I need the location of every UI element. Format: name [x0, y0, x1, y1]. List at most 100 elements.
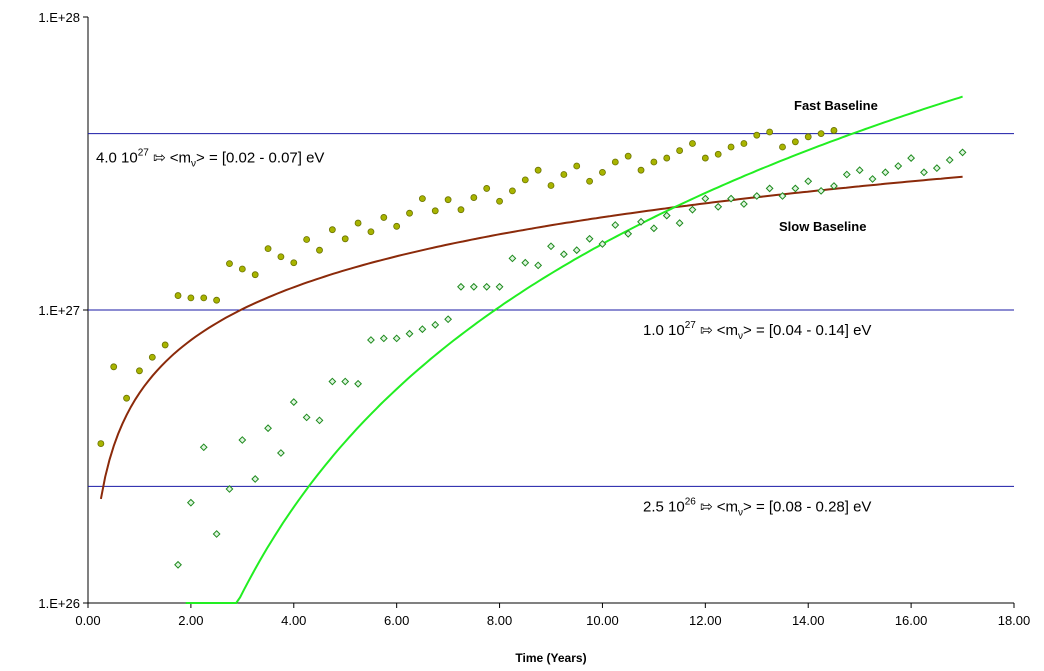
slow-baseline-point — [752, 192, 761, 200]
reference-lines: 4.0 1027 ⇰ <mν> = [0.02 - 0.07] eV 1.0 10… — [88, 133, 1014, 518]
slow-baseline-point — [264, 424, 272, 433]
fast-baseline-point — [701, 154, 709, 162]
slow-baseline-point — [354, 379, 362, 388]
fast-baseline-point — [354, 219, 362, 227]
fast-baseline-point — [547, 182, 555, 189]
x-tick-label: 2.00 — [178, 613, 203, 628]
slow-baseline-point — [740, 200, 748, 208]
slow-baseline-point — [444, 315, 453, 324]
fast-baseline-point — [148, 353, 156, 361]
reference-annotation: 4.0 1027 ⇰ <mν> = [0.02 - 0.07] eV — [96, 148, 324, 170]
data-points — [97, 127, 967, 569]
slow-baseline-point — [457, 282, 465, 291]
slow-baseline-point — [598, 240, 607, 248]
fast-baseline-point — [431, 207, 439, 215]
slow-baseline-point — [379, 334, 388, 343]
fast-baseline-point — [521, 176, 529, 184]
slow-baseline-point — [482, 282, 491, 291]
fast-baseline-point — [779, 143, 786, 151]
fast-baseline-point — [650, 158, 658, 166]
fast-baseline-point — [187, 294, 195, 302]
x-tick-label: 16.00 — [895, 613, 928, 628]
reference-annotation: 1.0 1027 ⇰ <mν> = [0.04 - 0.14] eV — [643, 320, 871, 342]
y-tick-label: 1.E+28 — [38, 10, 80, 25]
x-tick-label: 0.00 — [75, 613, 100, 628]
slow-baseline-point — [392, 334, 401, 343]
slow-baseline-point — [855, 166, 864, 175]
x-tick-label: 6.00 — [384, 613, 409, 628]
slow-baseline-point — [238, 436, 247, 444]
slow-baseline-point — [945, 156, 954, 164]
slow-baseline-point — [186, 498, 195, 507]
slow-baseline-point — [675, 219, 684, 227]
slow-baseline-point — [431, 320, 440, 329]
chart-labels: Time (Years) Fast Baseline Slow Baseline — [515, 98, 877, 665]
slow-baseline-point — [817, 186, 825, 195]
fast-baseline-point — [573, 162, 581, 170]
slow-baseline-point — [637, 217, 645, 226]
fast-baseline-label: Fast Baseline — [794, 98, 878, 113]
slow-baseline-point — [251, 475, 260, 483]
fast-baseline-point — [560, 171, 568, 178]
fast-baseline-point — [496, 197, 503, 205]
fast-baseline-point — [791, 138, 799, 146]
fast-baseline-point — [406, 209, 413, 217]
slow-baseline-point — [881, 168, 890, 177]
slow-baseline-point — [932, 164, 941, 173]
slow-baseline-point — [958, 148, 967, 157]
slow-baseline-point — [688, 205, 697, 214]
fast-baseline-point — [264, 245, 272, 253]
fast-baseline-point — [611, 158, 619, 166]
slow-baseline-point — [868, 175, 877, 183]
fast-baseline-point — [110, 363, 118, 371]
fast-baseline-point — [123, 394, 130, 402]
fast-baseline-point — [290, 259, 298, 267]
fast-baseline-point — [341, 235, 349, 243]
slow-baseline-point — [289, 398, 298, 406]
slow-baseline-point — [920, 168, 928, 177]
fast-baseline-point — [97, 440, 105, 447]
slow-baseline-point — [302, 413, 311, 422]
slow-baseline-point — [907, 154, 916, 162]
slow-baseline-point — [495, 282, 504, 291]
fast-baseline-point — [380, 214, 388, 221]
reference-annotation: 2.5 1026 ⇰ <mν> = [0.08 - 0.28] eV — [643, 496, 871, 518]
slow-baseline-point — [611, 221, 620, 229]
slow-baseline-point — [328, 377, 337, 386]
fast-baseline-point — [727, 143, 735, 151]
fast-baseline-point — [251, 271, 259, 279]
x-tick-label: 18.00 — [998, 613, 1031, 628]
slow-baseline-point — [418, 325, 427, 334]
fast-baseline-point — [637, 166, 645, 174]
fast-baseline-point — [663, 154, 671, 162]
fast-baseline-point — [226, 260, 233, 267]
slow-baseline-point — [765, 184, 774, 193]
slow-baseline-point — [830, 182, 838, 190]
slow-baseline-point — [315, 416, 324, 425]
x-tick-label: 8.00 — [487, 613, 512, 628]
fast-baseline-point — [238, 265, 246, 273]
fast-baseline-point — [599, 168, 606, 176]
slow-baseline-point — [225, 485, 234, 493]
x-axis-label: Time (Years) — [515, 651, 586, 665]
fast-baseline-point — [393, 222, 401, 230]
fast-baseline-point — [714, 150, 722, 158]
fast-baseline-point — [740, 140, 748, 147]
slow-baseline-point — [508, 254, 517, 263]
slow-baseline-point — [405, 329, 414, 338]
slow-baseline-point — [174, 560, 182, 569]
slow-baseline-point — [714, 202, 723, 211]
fast-baseline-point — [328, 226, 336, 234]
x-tick-label: 12.00 — [689, 613, 722, 628]
fast-baseline-point — [277, 253, 285, 261]
slow-baseline-point — [585, 234, 594, 243]
fit-curves — [99, 95, 963, 604]
fast-baseline-point — [444, 196, 452, 204]
fast-baseline-point — [817, 130, 825, 137]
fast-baseline-point — [367, 228, 375, 236]
x-tick-label: 4.00 — [281, 613, 306, 628]
slow-baseline-point — [534, 261, 543, 270]
fast-baseline-point — [483, 185, 491, 192]
fast-baseline-point — [457, 206, 465, 214]
